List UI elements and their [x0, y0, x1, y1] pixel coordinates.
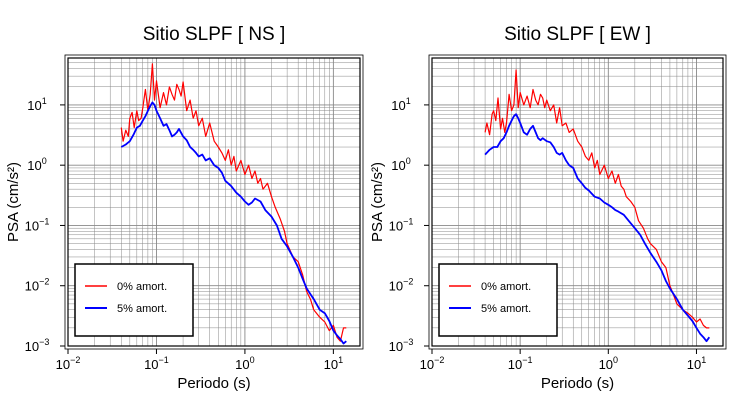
- legend-label: 5% amort.: [481, 303, 531, 315]
- x-axis-label: Periodo (s): [541, 375, 614, 392]
- chart-panel-2: Sitio SLPF [ EW ] 10−2 10−1 100 101 10−3 10−2 1…: [369, 24, 727, 392]
- gridlines: [431, 57, 724, 347]
- y-tick-label: 100: [27, 156, 46, 173]
- x-axis-label: Periodo (s): [177, 375, 250, 392]
- legend-label: 0% amort.: [117, 281, 167, 293]
- x-tick-label: 10−1: [508, 355, 533, 372]
- plot-frame: [431, 57, 724, 347]
- plot-frame: [67, 57, 361, 347]
- x-tick-label: 101: [324, 355, 343, 372]
- y-axis-label: PSA (cm/s²): [369, 162, 386, 242]
- legend-label: 0% amort.: [481, 281, 531, 293]
- x-tick-label: 10−2: [56, 355, 81, 372]
- y-tick-label: 100: [391, 156, 410, 173]
- series-line-damped: [120, 101, 347, 345]
- x-tick-label: 101: [687, 355, 706, 372]
- y-axis-label: PSA (cm/s²): [5, 162, 22, 242]
- legend-box: [438, 263, 558, 337]
- plot-frame-outer: [428, 54, 727, 350]
- legend-label: 5% amort.: [117, 303, 167, 315]
- chart-title: Sitio SLPF [ NS ]: [143, 24, 286, 45]
- y-tick-label: 10−1: [389, 216, 414, 233]
- plot-frame-outer: [64, 54, 364, 350]
- y-tick-label: 10−1: [25, 216, 50, 233]
- y-tick-label: 101: [27, 96, 46, 113]
- x-tick-label: 10−2: [420, 355, 445, 372]
- x-tick-label: 100: [599, 355, 618, 372]
- y-tick-label: 10−3: [25, 337, 50, 354]
- series-group: [484, 69, 711, 343]
- series-group: [120, 63, 347, 345]
- series-line-undamped: [120, 63, 347, 342]
- series-line-damped: [484, 113, 711, 343]
- legend: 0% amort. 5% amort.: [438, 263, 558, 337]
- x-tick-label: 10−1: [144, 355, 169, 372]
- series-line-undamped: [484, 69, 710, 329]
- legend: 0% amort. 5% amort.: [74, 263, 194, 337]
- y-tick-label: 10−3: [389, 337, 414, 354]
- chart-title: Sitio SLPF [ EW ]: [504, 24, 651, 45]
- y-tick-label: 10−2: [389, 277, 414, 294]
- gridlines: [67, 57, 361, 347]
- chart-panel-1: Sitio SLPF [ NS ] 10−2 10−1 100 101 10−3 10−2 1…: [5, 24, 364, 392]
- legend-box: [74, 263, 194, 337]
- y-tick-label: 10−2: [25, 277, 50, 294]
- x-tick-label: 100: [235, 355, 254, 372]
- y-tick-label: 101: [391, 96, 410, 113]
